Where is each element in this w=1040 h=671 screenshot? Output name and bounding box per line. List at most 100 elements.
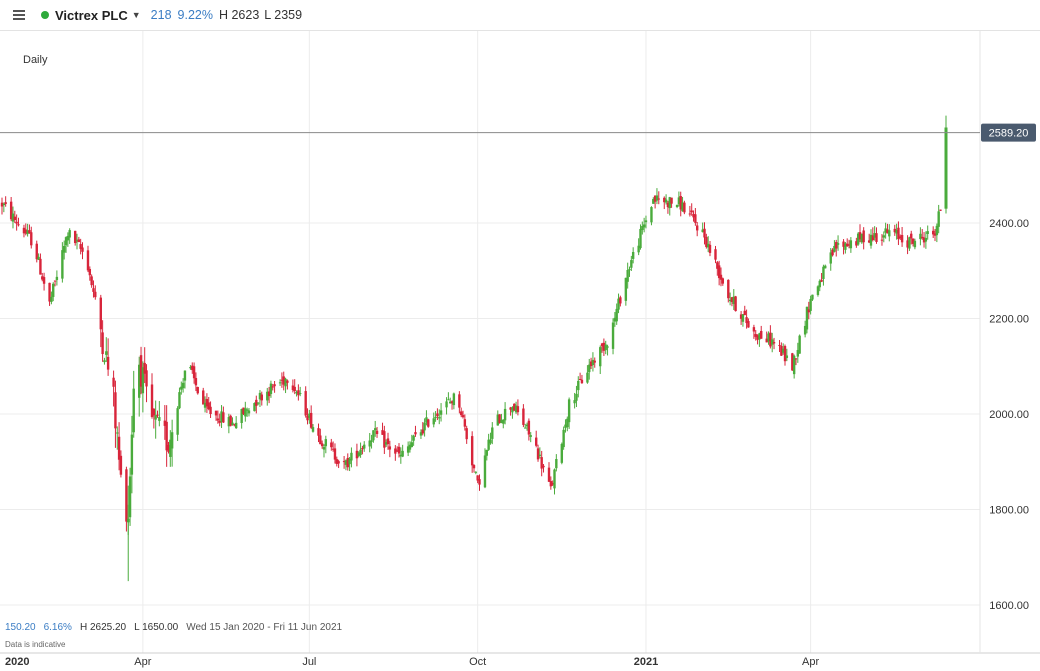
candle-body	[617, 298, 620, 310]
day-low: L 2359	[264, 8, 303, 22]
candle-body	[432, 418, 435, 425]
candle-body	[566, 418, 569, 428]
candle-body	[769, 332, 772, 347]
candle-body	[22, 227, 26, 234]
range-change: 150.20	[5, 622, 36, 633]
candle-body	[63, 245, 66, 253]
candle-body	[668, 197, 671, 209]
candle-body	[706, 243, 710, 248]
candle-body	[593, 360, 596, 363]
candle-body	[458, 394, 461, 408]
candle-body	[650, 207, 653, 223]
x-tick-label: Apr	[134, 656, 151, 668]
candle-body	[152, 408, 156, 416]
candle-body	[463, 419, 467, 427]
candle-body	[591, 359, 595, 366]
candle-body	[875, 233, 878, 242]
candle-body	[732, 296, 735, 304]
candle-body	[513, 403, 516, 411]
candle-body	[384, 442, 388, 445]
candle-body	[474, 471, 478, 473]
candle-body	[705, 237, 708, 247]
candle-body	[50, 296, 53, 302]
candle-body	[381, 430, 384, 435]
candle-body	[503, 408, 507, 421]
candle-body	[778, 345, 781, 347]
candle-body	[53, 280, 57, 282]
candle-body	[297, 390, 300, 396]
candle-body	[52, 283, 55, 297]
candle-body	[663, 197, 666, 203]
candle-body	[132, 388, 135, 433]
candle-body	[156, 414, 159, 416]
candle-body	[624, 277, 628, 301]
candle-body	[295, 392, 298, 394]
candle-body	[68, 230, 71, 238]
candle-body	[39, 258, 42, 275]
candle-body	[178, 392, 181, 409]
candle-body	[202, 390, 205, 405]
candle-body	[196, 387, 199, 394]
chevron-down-icon[interactable]: ▼	[131, 10, 141, 20]
candle-body	[822, 266, 825, 279]
candle-body	[922, 237, 926, 243]
candle-body	[357, 452, 360, 457]
candle-body	[331, 448, 335, 450]
candle-body	[933, 233, 937, 236]
range-low: L 1650.00	[134, 622, 179, 633]
candle-body	[714, 249, 717, 260]
candle-body	[222, 412, 225, 423]
candle-body	[577, 380, 580, 391]
candle-body	[524, 427, 527, 429]
market-status-icon	[41, 11, 49, 19]
current-price-badge	[981, 123, 1036, 142]
candle-body	[630, 260, 633, 268]
candle-body	[771, 339, 774, 345]
candle-body	[125, 469, 128, 522]
candle-body	[75, 240, 79, 242]
candle-body	[472, 465, 476, 469]
candle-body	[935, 225, 939, 236]
toolbar: Victrex PLC ▼ 218 9.22% H 2623 L 2359	[0, 0, 1040, 31]
candle-body	[514, 405, 518, 413]
candle-body	[423, 422, 426, 431]
candle-body	[169, 439, 172, 457]
candle-body	[304, 391, 307, 416]
candle-body	[233, 424, 236, 426]
range-summary: 150.20 6.16% H 2625.20 L 1650.00 Wed 15 Jan …	[5, 622, 342, 633]
candle-body	[743, 310, 746, 316]
candle-body	[613, 317, 617, 322]
candle-body	[820, 279, 823, 282]
candle-body	[255, 399, 258, 406]
candle-body	[278, 382, 282, 384]
candle-body	[94, 291, 97, 298]
candle-body	[9, 201, 13, 220]
candle-body	[855, 241, 858, 246]
candle-body	[383, 431, 386, 448]
candle-body	[653, 195, 657, 202]
candle-body	[141, 367, 145, 394]
candle-body	[170, 432, 174, 449]
candle-body	[231, 422, 234, 426]
candle-body	[899, 236, 902, 239]
candle-body	[15, 221, 18, 224]
candle-body	[203, 402, 207, 408]
candle-body	[796, 349, 800, 357]
candle-body	[694, 214, 697, 223]
candle-body	[311, 427, 315, 432]
candle-body	[913, 240, 917, 248]
interval-label: Daily	[23, 54, 48, 66]
candle-body	[229, 415, 232, 426]
candle-body	[675, 204, 679, 208]
candle-body	[567, 399, 571, 423]
candle-body	[791, 353, 794, 371]
candle-body	[664, 199, 668, 203]
candle-body	[741, 314, 745, 322]
instrument-name[interactable]: Victrex PLC	[55, 7, 128, 23]
date-range: Wed 15 Jan 2020 - Fri 11 Jun 2021	[186, 622, 343, 633]
candle-body	[560, 443, 564, 463]
hamburger-menu-icon[interactable]	[13, 8, 25, 23]
y-tick-label: 2200.00	[989, 314, 1029, 326]
candle-body	[256, 402, 260, 404]
